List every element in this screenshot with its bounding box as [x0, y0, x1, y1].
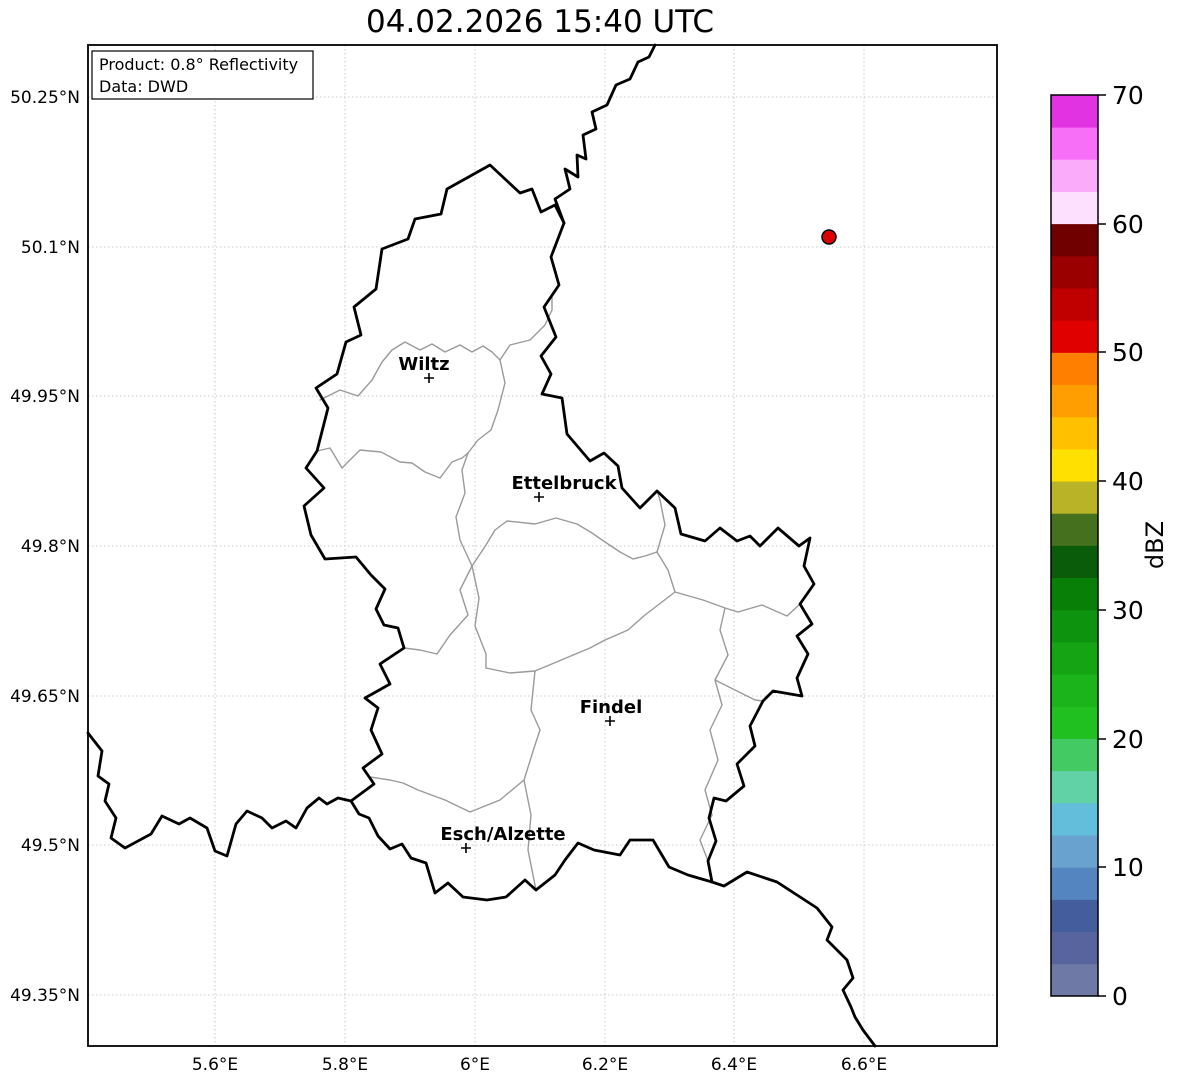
colorbar-cell: [1051, 867, 1098, 900]
city-label-esch: Esch/Alzette: [440, 824, 565, 845]
colorbar-tick-marks: [1098, 94, 1106, 997]
city-markers: [424, 373, 615, 853]
y-tick-label: 49.95°N: [10, 387, 80, 407]
colorbar-cell: [1051, 288, 1098, 321]
canton-borders: [316, 294, 801, 891]
colorbar-tick-label: 10: [1112, 853, 1144, 882]
moselle-border: [710, 870, 877, 1048]
y-tick-label: 49.5°N: [21, 836, 80, 856]
colorbar-cell: [1051, 545, 1098, 579]
info-box: [91, 50, 314, 100]
city-marker-findel: [605, 716, 615, 726]
colorbar-cell: [1051, 320, 1098, 353]
y-tick-label: 49.8°N: [21, 537, 80, 557]
colorbar-cell: [1051, 191, 1098, 225]
radar-echo-point: [821, 229, 837, 245]
canton-border-diekirch-west: [455, 452, 473, 567]
colorbar-tick-label: 50: [1112, 338, 1144, 367]
national-borders: [86, 43, 877, 1048]
city-label-ettelbruck: Ettelbruck: [511, 473, 617, 494]
colorbar-cell: [1051, 127, 1098, 160]
canton-border-esch-north: [369, 776, 525, 813]
colorbar-tick-label: 30: [1112, 596, 1144, 625]
colorbar-cells: [1051, 95, 1098, 997]
colorbar-outline: [1050, 94, 1099, 997]
colorbar-cell: [1051, 577, 1098, 611]
colorbar-tick-label: 20: [1112, 725, 1144, 754]
colorbar-cell: [1051, 513, 1098, 546]
canton-border-ettelbruck-south: [471, 517, 658, 567]
city-marker-esch: [461, 843, 471, 853]
x-tick-label: 6.2°E: [582, 1055, 628, 1075]
x-tick-label: 6.4°E: [711, 1055, 757, 1075]
canton-border-mersch-south: [485, 591, 676, 674]
gridlines: [88, 45, 997, 1046]
city-labels: Wiltz Ettelbruck Findel Esch/Alzette: [398, 354, 642, 845]
canton-border-luxembourg-east: [699, 607, 729, 862]
colorbar-cell: [1051, 802, 1098, 836]
our-river-border: [553, 43, 657, 225]
colorbar-tick-label: 0: [1112, 982, 1128, 1011]
luxembourg-border: [302, 163, 816, 902]
y-tick-label: 49.35°N: [10, 986, 80, 1006]
y-tick-label: 50.1°N: [21, 238, 80, 258]
colorbar-cell: [1051, 416, 1098, 450]
x-tick-label: 5.6°E: [192, 1055, 238, 1075]
colorbar-cell: [1051, 738, 1098, 772]
colorbar-cell: [1051, 609, 1098, 643]
y-tick-label: 50.25°N: [10, 88, 80, 108]
colorbar-cell: [1051, 770, 1098, 804]
colorbar-tick-label: 70: [1112, 81, 1144, 110]
colorbar-cell: [1051, 642, 1098, 675]
city-marker-wiltz: [424, 373, 434, 383]
colorbar-cell: [1051, 255, 1098, 289]
canton-border-luxembourg-west: [523, 670, 541, 891]
colorbar-cell: [1051, 963, 1098, 997]
x-tick-label: 6°E: [460, 1055, 490, 1075]
city-label-wiltz: Wiltz: [398, 354, 449, 375]
colorbar-cell: [1051, 931, 1098, 965]
y-tick-label: 49.65°N: [10, 687, 80, 707]
colorbar-cell: [1051, 352, 1098, 386]
canton-border-redange-south: [403, 565, 473, 655]
colorbar-cell: [1051, 481, 1098, 514]
colorbar-tick-label: 60: [1112, 210, 1144, 239]
canton-border-echternach-west: [656, 490, 666, 553]
colorbar-tick-labels: 0 10 20 30 40 50 60 70: [1112, 81, 1144, 1011]
x-tick-label: 6.6°E: [841, 1055, 887, 1075]
figure-title: 04.02.2026 15:40 UTC: [366, 4, 714, 40]
canton-border-mersch-west: [471, 565, 487, 669]
canton-border-remich-north: [714, 679, 764, 702]
city-marker-ettelbruck: [534, 492, 544, 502]
canton-border-vianden-west: [467, 294, 553, 454]
x-tick-label: 5.8°E: [322, 1055, 368, 1075]
colorbar-cell: [1051, 835, 1098, 868]
colorbar-cell: [1051, 448, 1098, 482]
y-axis-ticks: 50.25°N 50.1°N 49.95°N 49.8°N 49.65°N 49…: [10, 88, 80, 1006]
canton-border-clervaux-south: [319, 341, 501, 401]
colorbar-cell: [1051, 159, 1098, 192]
x-axis-ticks: 5.6°E 5.8°E 6°E 6.2°E 6.4°E 6.6°E: [192, 1055, 887, 1075]
plot-frame: [87, 44, 998, 1047]
colorbar-cell: [1051, 95, 1098, 128]
colorbar-axis-label: dBZ: [1141, 521, 1169, 569]
colorbar-cell: [1051, 384, 1098, 418]
canton-border-wiltz-south: [316, 447, 469, 479]
info-box-product: Product: 0.8° Reflectivity: [99, 55, 298, 74]
info-box-source: Data: DWD: [99, 77, 188, 96]
colorbar-cell: [1051, 706, 1098, 739]
city-label-findel: Findel: [580, 697, 643, 718]
colorbar-cell: [1051, 899, 1098, 933]
france-belgium-border: [86, 731, 353, 858]
colorbar-cell: [1051, 223, 1098, 257]
colorbar-tick-label: 40: [1112, 467, 1144, 496]
colorbar-cell: [1051, 674, 1098, 707]
